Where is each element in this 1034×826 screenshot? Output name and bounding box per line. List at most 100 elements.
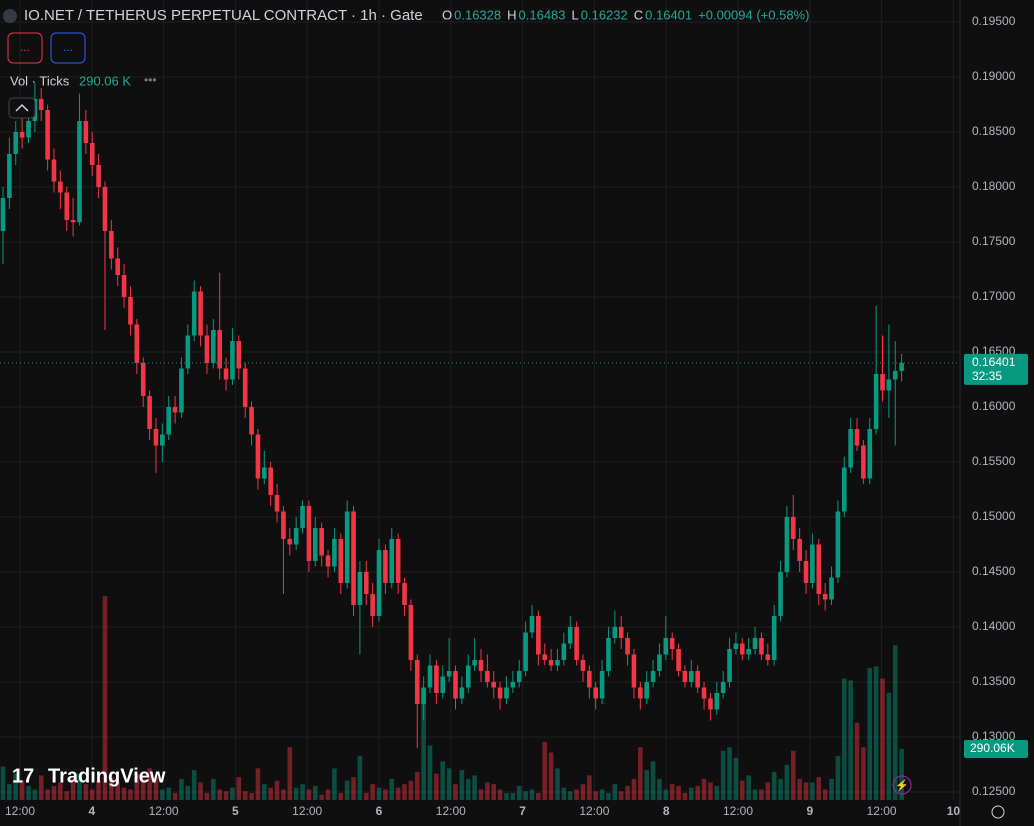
- volume-bar: [618, 791, 624, 800]
- candle-body: [134, 324, 140, 363]
- candle-body: [351, 511, 356, 605]
- candle-body: [892, 370, 898, 380]
- volume-bar: [19, 780, 25, 800]
- candle-body: [51, 159, 57, 182]
- volume-bar: [529, 789, 535, 800]
- candle-body: [733, 643, 739, 649]
- volume-bar: [606, 792, 611, 800]
- x-tick-label: 12:00: [149, 804, 179, 818]
- volume-bar: [446, 768, 452, 800]
- candle-body: [593, 687, 599, 699]
- volume-bar: [714, 785, 720, 800]
- volume-bar: [593, 791, 599, 800]
- candle-body: [64, 192, 70, 220]
- button[interactable]: [50, 32, 86, 64]
- candle-body: [0, 197, 6, 231]
- volume-bar: [344, 780, 350, 800]
- price-badge-label: 0.16401: [972, 355, 1016, 369]
- volume-bar: [497, 789, 503, 800]
- candle-body: [179, 368, 184, 413]
- volume-bar: [370, 784, 375, 800]
- x-tick-label: 12:00: [579, 804, 609, 818]
- volume-bar: [312, 785, 318, 800]
- volume-bar: [625, 785, 630, 800]
- settings-icon[interactable]: [991, 805, 1005, 819]
- candle-body: [504, 687, 509, 699]
- volume-bar: [739, 780, 745, 800]
- candle-body: [45, 109, 50, 160]
- candle-body: [191, 291, 197, 336]
- candle-body: [255, 434, 261, 479]
- candle-body: [89, 142, 95, 165]
- candle-body: [822, 593, 828, 600]
- candle-body: [96, 164, 101, 187]
- volume-bar: [223, 791, 229, 800]
- volume-bar: [682, 792, 688, 800]
- candle-body: [58, 181, 63, 193]
- candle-body: [115, 258, 121, 275]
- volume-bar: [166, 787, 172, 800]
- candle-body: [689, 670, 694, 682]
- button[interactable]: [7, 32, 43, 64]
- candle-body: [453, 670, 458, 699]
- candle-body: [854, 428, 860, 446]
- volume-bar: [140, 778, 146, 800]
- x-tick-label: 12:00: [867, 804, 897, 818]
- volume-bar: [70, 778, 76, 800]
- grid: [0, 0, 960, 800]
- volume-bar: [561, 787, 567, 800]
- candle-body: [102, 186, 108, 231]
- volume-bars: [0, 596, 904, 800]
- ohlc-letter: C: [634, 7, 643, 22]
- candle-body: [663, 637, 669, 655]
- volume-bar: [516, 785, 522, 800]
- volume-bar: [293, 787, 299, 800]
- volume-bar: [548, 752, 554, 800]
- candle-body: [312, 527, 318, 561]
- candle-body: [739, 643, 745, 655]
- x-tick-label: 10: [947, 804, 961, 818]
- volume-title: Vol · Ticks: [10, 73, 70, 88]
- candle-body: [618, 626, 624, 638]
- volume-bar: [790, 750, 796, 800]
- volume-bar: [427, 745, 433, 800]
- volume-bar: [402, 784, 407, 800]
- alert-icon[interactable]: [892, 775, 912, 795]
- candle-body: [70, 219, 76, 223]
- candle-body: [644, 681, 649, 699]
- candle-body: [223, 368, 229, 380]
- y-tick-label: 0.15500: [972, 454, 1016, 468]
- volume-bar: [759, 789, 764, 800]
- candle-body: [363, 571, 369, 594]
- x-tick-label: 12:00: [723, 804, 753, 818]
- candle-body: [727, 648, 732, 682]
- volume-bar: [83, 784, 89, 800]
- candle-body: [523, 632, 528, 671]
- candle-body: [19, 131, 25, 138]
- volume-bar: [434, 773, 439, 800]
- more-icon[interactable]: •••: [144, 73, 157, 87]
- candle-body: [395, 538, 401, 583]
- candle-body: [548, 659, 554, 666]
- volume-bar: [217, 789, 222, 800]
- volume-bar: [459, 770, 465, 800]
- volume-bar: [414, 771, 420, 800]
- ohlc-value: 0.16328: [454, 7, 501, 22]
- volume-bar: [829, 778, 834, 800]
- candle-body: [478, 659, 484, 671]
- button-label[interactable]: ...: [63, 40, 73, 54]
- volume-bar: [765, 782, 771, 800]
- candle-body: [599, 670, 605, 699]
- candle-body: [287, 538, 293, 545]
- volume-bar: [676, 785, 681, 800]
- collapse-button[interactable]: [8, 97, 36, 119]
- ohlc-value: 0.16483: [519, 7, 566, 22]
- volume-bar: [797, 778, 802, 800]
- candle-body: [38, 98, 44, 110]
- candle-body: [771, 615, 777, 660]
- volume-bar: [0, 766, 6, 800]
- volume-bar: [204, 792, 210, 800]
- button-label[interactable]: ...: [20, 40, 30, 54]
- countdown: 32:35: [972, 369, 1002, 383]
